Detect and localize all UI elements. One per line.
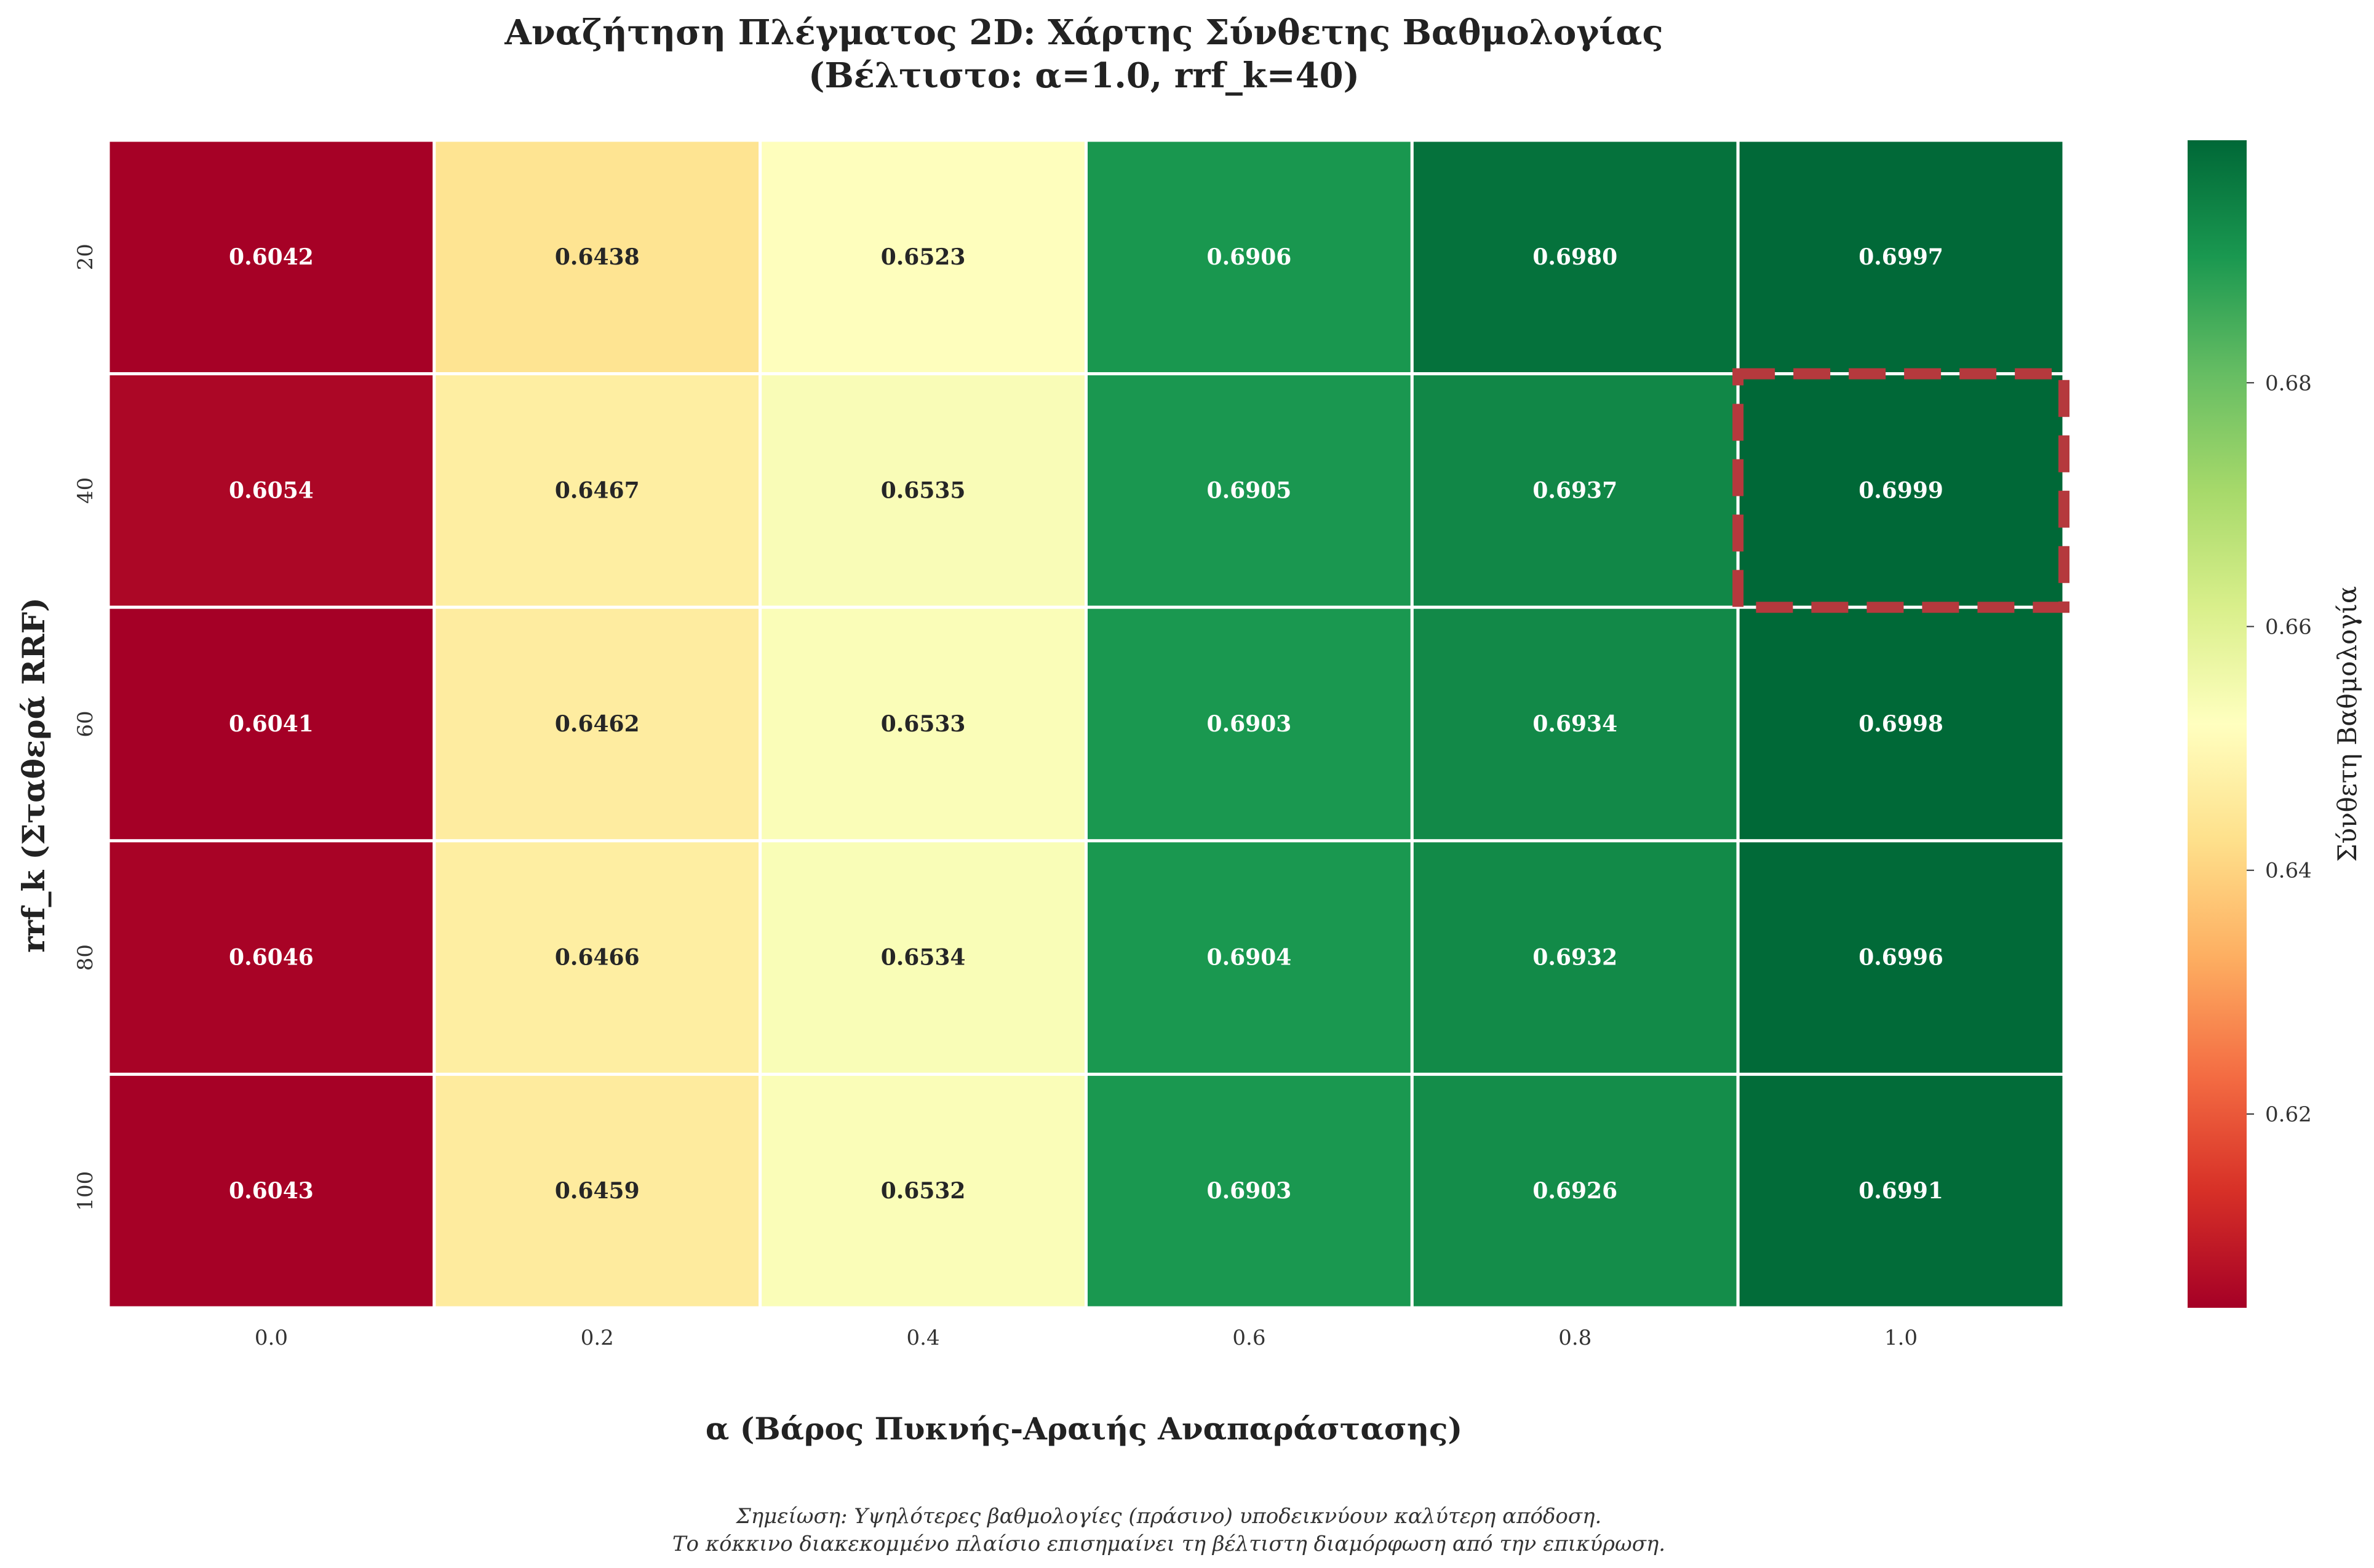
cell-value-label: 0.6466 (555, 945, 640, 971)
heatmap-cell (1410, 605, 1740, 843)
heatmap-cell (432, 372, 762, 609)
cell-value-label: 0.6054 (229, 477, 314, 503)
heatmap-cell (1736, 605, 2066, 843)
heatmap-cell (1736, 138, 2066, 376)
note-line-2: Το κόκκινο διακεκομμένο πλαίσιο επισημαί… (672, 1532, 1665, 1556)
colorbar-tick-label: 0.64 (2265, 859, 2312, 883)
colorbar-ticks: 0.62 0.64 0.66 0.68 (2247, 371, 2312, 1127)
heatmap-cell (1410, 1072, 1740, 1310)
cell-value-label: 0.6903 (1207, 1178, 1292, 1204)
cell-value-label: 0.6906 (1207, 244, 1292, 270)
y-tick-label: 100 (73, 1171, 98, 1211)
heatmap-cell (432, 605, 762, 843)
heatmap-cell (1410, 839, 1740, 1076)
cell-value-label: 0.6980 (1532, 244, 1617, 270)
heatmap-cell (106, 839, 436, 1076)
colorbar-label: Σύνθετη Βαθμολογία (2332, 586, 2362, 862)
heatmap-cell (1736, 372, 2066, 609)
cell-value-label: 0.6904 (1207, 945, 1292, 971)
heatmap-cell (432, 839, 762, 1076)
y-tick-label: 20 (73, 244, 98, 270)
cell-value-label: 0.6046 (229, 945, 314, 971)
cell-value-label: 0.6467 (555, 477, 640, 503)
heatmap-cell (1736, 1072, 2066, 1310)
cell-value-label: 0.6459 (555, 1178, 640, 1204)
heatmap-cell (106, 605, 436, 843)
heatmap-cell (1085, 839, 1414, 1076)
heatmap-cell (432, 138, 762, 376)
colorbar-tick-label: 0.66 (2265, 615, 2312, 640)
cell-value-label: 0.6438 (555, 244, 640, 270)
cell-value-label: 0.6991 (1858, 1178, 1943, 1204)
cell-value-label: 0.6996 (1858, 945, 1943, 971)
cell-value-label: 0.6532 (881, 1178, 966, 1204)
x-tick-label: 0.8 (1558, 1326, 1591, 1350)
cell-value-label: 0.6523 (881, 244, 966, 270)
y-tick-label: 80 (73, 944, 98, 971)
heatmap-cell (106, 138, 436, 376)
cell-value-label: 0.6533 (881, 711, 966, 737)
cell-value-label: 0.6535 (881, 477, 966, 503)
x-axis-ticks: 0.0 0.2 0.4 0.6 0.8 1.0 (255, 1326, 1918, 1350)
heatmap-cell (1410, 138, 1740, 376)
x-tick-label: 0.2 (581, 1326, 614, 1350)
x-tick-label: 0.0 (255, 1326, 288, 1350)
chart-title-line-2: (Βέλτιστο: α=1.0, rrf_k=40) (808, 55, 1360, 96)
cell-value-label: 0.6932 (1532, 945, 1617, 971)
colorbar-tick-label: 0.68 (2265, 371, 2312, 396)
cell-value-label: 0.6042 (229, 244, 314, 270)
best-configuration-highlight (1732, 368, 2070, 613)
chart-title-line-1: Αναζήτηση Πλέγματος 2D: Χάρτης Σύνθετης … (504, 12, 1663, 53)
colorbar (2188, 140, 2247, 1308)
heatmap-cell (1085, 605, 1414, 843)
heatmap-cells (106, 138, 2066, 1310)
heatmap-cell (1085, 138, 1414, 376)
cell-value-label: 0.6043 (229, 1178, 314, 1204)
heatmap-cell (759, 138, 1088, 376)
cell-value-label: 0.6999 (1858, 477, 1943, 503)
cell-value-label: 0.6462 (555, 711, 640, 737)
cell-value-label: 0.6926 (1532, 1178, 1617, 1204)
heatmap-cell-labels: 0.6042 0.6438 0.6523 0.6906 0.6980 0.6997 0.60… (229, 244, 1943, 1204)
colorbar-tick-label: 0.62 (2265, 1102, 2312, 1127)
x-tick-label: 0.6 (1232, 1326, 1265, 1350)
cell-value-label: 0.6903 (1207, 711, 1292, 737)
heatmap-cell (1085, 372, 1414, 609)
heatmap-cell (759, 605, 1088, 843)
cell-value-label: 0.6041 (229, 711, 314, 737)
cell-value-label: 0.6934 (1532, 711, 1617, 737)
cell-value-label: 0.6998 (1858, 711, 1943, 737)
heatmap-cell (1085, 1072, 1414, 1310)
y-axis-label: rrf_k (Σταθερά RRF) (15, 597, 52, 953)
heatmap-cell (759, 839, 1088, 1076)
cell-value-label: 0.6905 (1207, 477, 1292, 503)
x-tick-label: 1.0 (1884, 1326, 1918, 1350)
y-tick-label: 60 (73, 710, 98, 737)
y-axis-ticks: 20 40 60 80 100 (73, 244, 98, 1211)
x-axis-label: α (Βάρος Πυκνής-Αραιής Αναπαράστασης) (706, 1411, 1462, 1447)
heatmap-cell (106, 1072, 436, 1310)
cell-value-label: 0.6937 (1532, 477, 1617, 503)
heatmap-cell (1736, 839, 2066, 1076)
heatmap-cell (759, 1072, 1088, 1310)
note-line-1: Σημείωση: Υψηλότερες βαθμολογίες (πράσιν… (735, 1504, 1602, 1529)
x-tick-label: 0.4 (907, 1326, 940, 1350)
cell-value-label: 0.6997 (1858, 244, 1943, 270)
y-tick-label: 40 (73, 477, 98, 504)
cell-value-label: 0.6534 (881, 945, 966, 971)
